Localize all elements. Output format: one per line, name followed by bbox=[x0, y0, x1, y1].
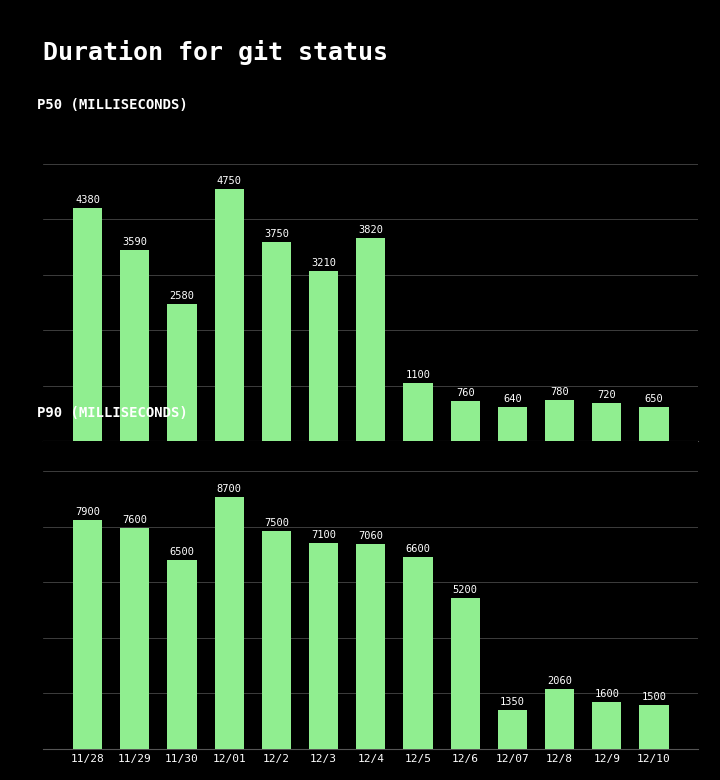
Text: 1500: 1500 bbox=[642, 693, 667, 702]
Text: 7900: 7900 bbox=[75, 507, 100, 516]
Bar bbox=[451, 598, 480, 749]
Bar bbox=[403, 558, 433, 749]
Bar bbox=[592, 402, 621, 441]
Text: 3210: 3210 bbox=[311, 257, 336, 268]
Bar bbox=[451, 401, 480, 441]
Text: 2580: 2580 bbox=[169, 291, 194, 301]
Bar bbox=[215, 497, 244, 749]
Text: P50 (MILLISECONDS): P50 (MILLISECONDS) bbox=[37, 98, 187, 112]
Bar bbox=[309, 271, 338, 441]
Text: 760: 760 bbox=[456, 388, 474, 398]
Bar bbox=[639, 705, 669, 749]
Bar bbox=[262, 531, 291, 749]
Bar bbox=[120, 528, 150, 749]
Bar bbox=[498, 710, 527, 749]
Text: 650: 650 bbox=[644, 393, 663, 403]
Text: 3590: 3590 bbox=[122, 237, 148, 247]
Bar bbox=[356, 544, 385, 749]
Bar bbox=[73, 519, 102, 749]
Bar bbox=[498, 407, 527, 441]
Text: 7500: 7500 bbox=[264, 519, 289, 528]
Bar bbox=[639, 406, 669, 441]
Text: 780: 780 bbox=[550, 387, 569, 396]
Bar bbox=[545, 399, 575, 441]
Text: 3820: 3820 bbox=[359, 225, 383, 235]
Text: 7600: 7600 bbox=[122, 516, 148, 526]
Text: 1600: 1600 bbox=[594, 690, 619, 700]
Bar bbox=[356, 238, 385, 441]
Bar bbox=[403, 383, 433, 441]
Text: 4380: 4380 bbox=[75, 196, 100, 205]
Text: 4750: 4750 bbox=[217, 176, 242, 186]
Text: 1350: 1350 bbox=[500, 697, 525, 707]
Text: 640: 640 bbox=[503, 394, 522, 404]
Text: 7100: 7100 bbox=[311, 530, 336, 540]
Text: 8700: 8700 bbox=[217, 484, 242, 494]
Bar bbox=[215, 189, 244, 441]
Bar bbox=[120, 250, 150, 441]
Text: 7060: 7060 bbox=[359, 531, 383, 541]
Text: 5200: 5200 bbox=[453, 585, 477, 595]
Bar bbox=[73, 208, 102, 441]
Text: P90 (MILLISECONDS): P90 (MILLISECONDS) bbox=[37, 406, 187, 420]
Bar bbox=[592, 703, 621, 749]
Bar bbox=[167, 304, 197, 441]
Text: 1100: 1100 bbox=[405, 370, 431, 380]
Text: 2060: 2060 bbox=[547, 676, 572, 686]
Bar bbox=[545, 689, 575, 749]
Text: 6500: 6500 bbox=[169, 548, 194, 558]
Text: 6600: 6600 bbox=[405, 544, 431, 555]
Bar bbox=[262, 242, 291, 441]
Text: Duration for git status: Duration for git status bbox=[43, 40, 388, 65]
Bar bbox=[167, 560, 197, 749]
Text: 720: 720 bbox=[598, 390, 616, 400]
Bar bbox=[309, 543, 338, 749]
Text: 3750: 3750 bbox=[264, 229, 289, 239]
